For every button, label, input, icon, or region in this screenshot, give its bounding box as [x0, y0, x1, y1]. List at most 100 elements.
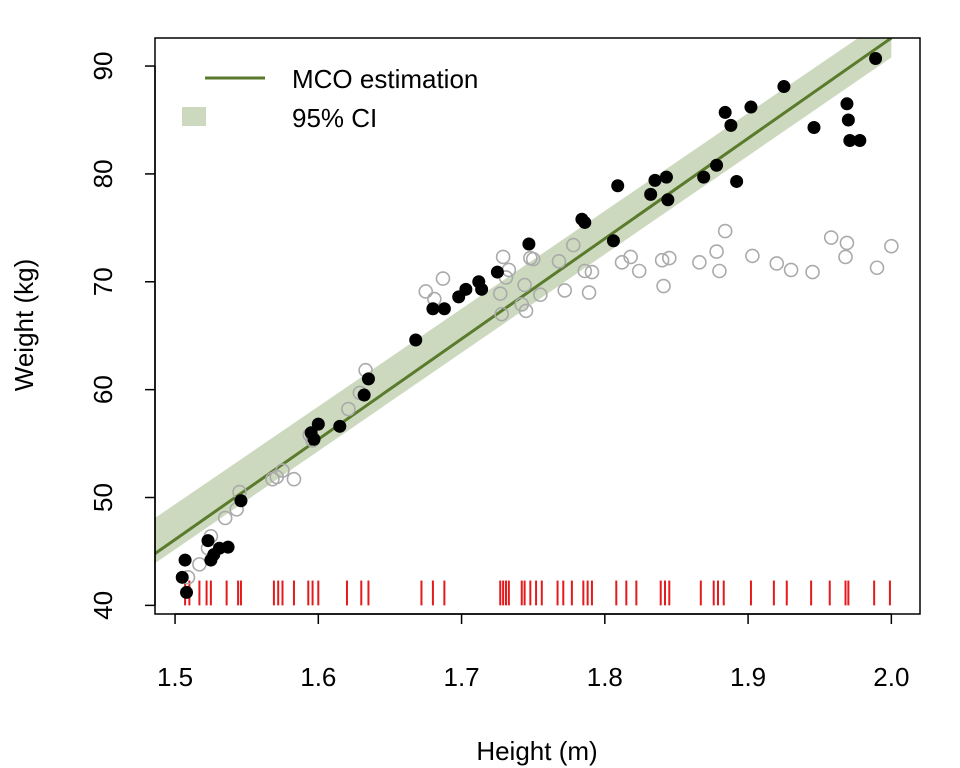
open-point [341, 401, 356, 417]
x-tick-label: 1.8 [587, 662, 623, 692]
open-point [494, 306, 509, 322]
y-axis-label: Weight (kg) [9, 259, 39, 391]
filled-point [578, 215, 592, 229]
filled-point [437, 302, 451, 316]
legend-label-ci: 95% CI [292, 103, 377, 133]
open-point [709, 244, 724, 259]
open-point [525, 251, 541, 267]
open-point [217, 510, 233, 526]
x-tick-label: 1.9 [730, 662, 766, 692]
x-tick-label: 1.7 [443, 662, 479, 692]
filled-point [522, 237, 536, 251]
open-point [557, 283, 573, 298]
y-tick-label: 50 [88, 483, 118, 512]
filled-point [611, 179, 625, 193]
open-point [495, 249, 511, 265]
filled-point [710, 158, 724, 172]
open-point [623, 249, 638, 265]
open-point [783, 262, 799, 278]
filled-point [718, 105, 732, 119]
open-point [566, 237, 581, 253]
open-point [551, 253, 567, 269]
filled-point [361, 372, 375, 386]
open-point [501, 262, 517, 278]
filled-point [659, 170, 673, 184]
open-point [745, 248, 760, 264]
filled-point [697, 170, 711, 184]
open-point [418, 284, 434, 299]
filled-point [606, 234, 620, 248]
open-point [275, 463, 290, 478]
open-point [286, 471, 302, 487]
filled-point [843, 133, 857, 147]
y-tick-label: 40 [88, 591, 118, 620]
filled-point [853, 133, 867, 147]
filled-point [311, 417, 325, 431]
open-point [823, 230, 839, 245]
open-point [577, 263, 593, 279]
open-point [717, 223, 733, 239]
open-point [533, 287, 548, 303]
filled-point [234, 494, 248, 508]
filled-point [869, 51, 883, 65]
y-tick-label: 90 [88, 52, 118, 81]
filled-point [807, 121, 821, 135]
filled-point [357, 388, 371, 402]
x-axis: 1.5 1.6 1.7 1.8 1.9 2.0 [157, 613, 909, 692]
filled-point [333, 419, 347, 433]
legend: MCO estimation 95% CI [182, 64, 478, 133]
filled-point [409, 333, 423, 347]
open-point [661, 250, 677, 266]
rug-layer [184, 580, 891, 606]
open-point [435, 271, 451, 286]
open-point [656, 278, 671, 294]
open-point [692, 255, 707, 270]
filled-point [724, 118, 738, 132]
x-tick-label: 1.6 [300, 662, 336, 692]
filled-point [180, 585, 194, 599]
open-point [838, 249, 853, 265]
filled-point [661, 193, 675, 207]
open-point [654, 252, 670, 268]
filled-point [307, 432, 321, 446]
filled-point [178, 553, 192, 567]
open-point [518, 303, 534, 319]
filled-point [221, 540, 235, 554]
x-tick-label: 1.5 [157, 662, 193, 692]
x-axis-label: Height (m) [476, 736, 597, 766]
open-point [584, 264, 600, 280]
filled-point [475, 282, 489, 296]
open-point [769, 256, 785, 271]
open-point [712, 263, 727, 279]
open-point [869, 260, 885, 276]
y-tick-label: 70 [88, 267, 118, 296]
y-tick-label: 60 [88, 375, 118, 404]
filled-point [841, 113, 855, 127]
open-point [517, 277, 532, 293]
legend-label-fit: MCO estimation [292, 64, 478, 94]
filled-point [459, 282, 473, 296]
y-axis: 40 50 60 70 80 90 [88, 52, 156, 620]
open-point [631, 263, 647, 279]
plot-frame [154, 37, 921, 615]
open-point [884, 238, 899, 254]
open-point [581, 285, 597, 300]
open-point [492, 286, 508, 301]
filled-point [426, 302, 440, 316]
y-tick-label: 80 [88, 159, 118, 188]
fit-line [155, 38, 893, 555]
open-point [839, 235, 855, 251]
filled-point [730, 174, 744, 188]
legend-fill-swatch [182, 107, 206, 126]
filled-point [777, 80, 791, 94]
filled-point [201, 534, 215, 548]
open-point [805, 264, 820, 280]
points-layer [175, 51, 899, 599]
filled-point [175, 570, 189, 584]
filled-point [840, 97, 854, 111]
fit-line-layer [155, 38, 893, 555]
filled-point [490, 265, 504, 279]
filled-point [648, 173, 662, 187]
x-tick-label: 2.0 [873, 662, 909, 692]
